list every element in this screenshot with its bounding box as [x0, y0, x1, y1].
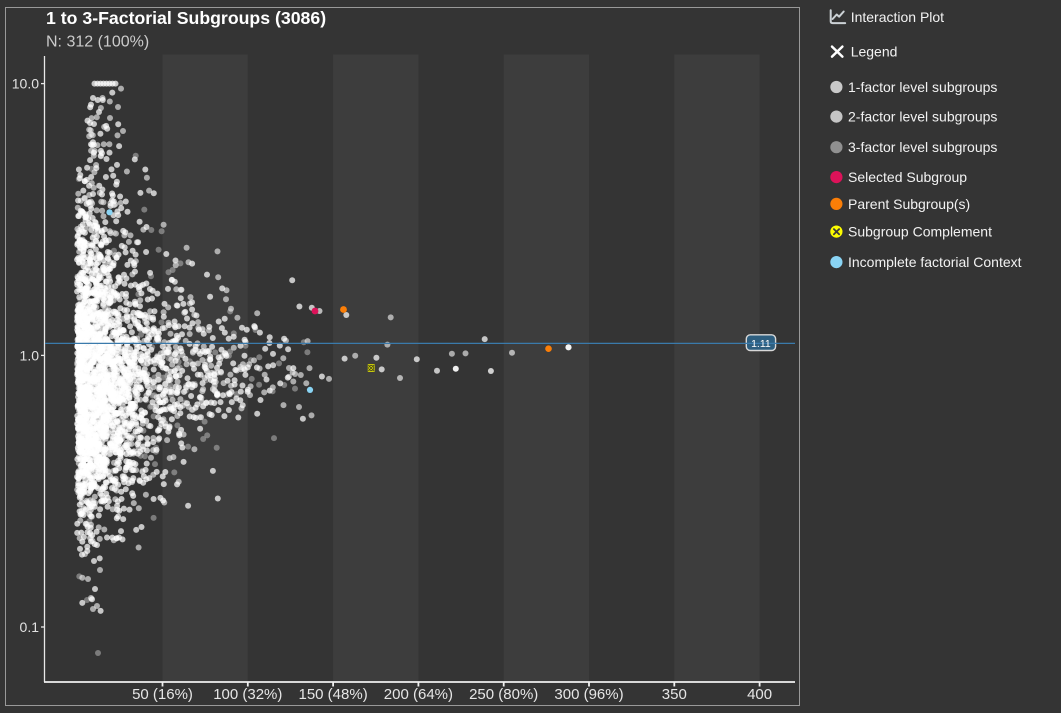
svg-text:Selected Subgroup: Selected Subgroup [848, 169, 967, 185]
svg-text:10.0: 10.0 [12, 76, 39, 92]
svg-text:Interaction Plot: Interaction Plot [851, 9, 944, 25]
svg-text:Legend: Legend [851, 43, 898, 59]
svg-text:1-factor level subgroups: 1-factor level subgroups [848, 79, 997, 95]
svg-text:N: 312 (100%): N: 312 (100%) [46, 34, 149, 51]
svg-text:Subgroup Complement: Subgroup Complement [848, 224, 992, 240]
svg-text:150 (48%): 150 (48%) [298, 686, 367, 703]
svg-text:350: 350 [662, 686, 687, 703]
svg-text:50 (16%): 50 (16%) [132, 686, 193, 703]
svg-text:200 (64%): 200 (64%) [384, 686, 453, 703]
svg-text:Parent Subgroup(s): Parent Subgroup(s) [848, 196, 970, 212]
svg-text:1.11: 1.11 [751, 338, 771, 350]
svg-text:1 to 3-Factorial Subgroups (30: 1 to 3-Factorial Subgroups (3086) [46, 8, 326, 28]
svg-text:3-factor level subgroups: 3-factor level subgroups [848, 139, 997, 155]
svg-text:300 (96%): 300 (96%) [554, 686, 623, 703]
svg-text:250 (80%): 250 (80%) [469, 686, 538, 703]
svg-text:Incomplete factorial Context: Incomplete factorial Context [848, 254, 1022, 270]
svg-text:100 (32%): 100 (32%) [213, 686, 282, 703]
svg-text:0.1: 0.1 [20, 619, 40, 635]
svg-text:2-factor level subgroups: 2-factor level subgroups [848, 109, 997, 125]
svg-text:1.0: 1.0 [20, 348, 40, 364]
svg-text:400: 400 [747, 686, 772, 703]
